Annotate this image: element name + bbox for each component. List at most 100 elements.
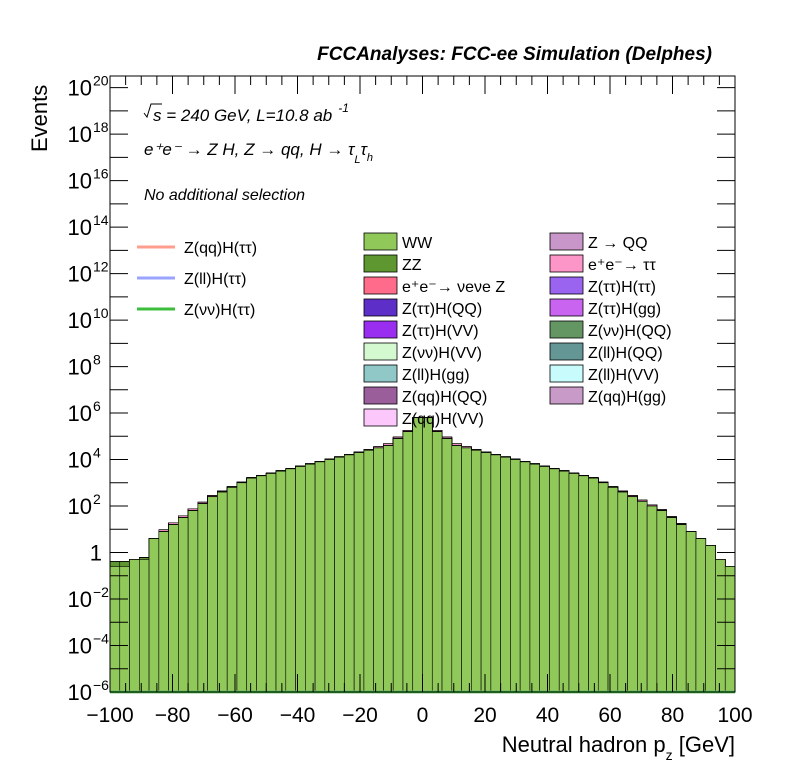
y-tick-label-11: 10 bbox=[68, 634, 92, 659]
x-tick-label-0: −100 bbox=[86, 704, 133, 727]
bar-0-58 bbox=[676, 524, 687, 693]
bar-0-1 bbox=[119, 566, 130, 693]
bar-0-12 bbox=[226, 487, 238, 693]
annotation-energy: s = 240 GeV, L=10.8 ab -1 bbox=[143, 101, 349, 125]
legend-background-col1: WW ZZ e⁺e⁻→ νeνe Z Z(ττ)H(QQ) Z(ττ)H(VV) Z(νν… bbox=[363, 232, 505, 428]
y-tick-exp-12: −6 bbox=[93, 677, 109, 693]
y-tick-exp-11: −4 bbox=[93, 631, 109, 647]
bar-0-8 bbox=[187, 510, 199, 693]
bar-0-18 bbox=[285, 468, 296, 693]
legend-line-label-1: Z(ll)H(ττ) bbox=[184, 271, 246, 288]
legend-line-label-0: Z(qq)H(ττ) bbox=[184, 240, 257, 257]
y-tick-exp-10: 2 bbox=[93, 491, 101, 507]
legend-swatch-c2-0 bbox=[549, 232, 584, 251]
legend-swatch-c1-0 bbox=[363, 232, 398, 251]
legend-swatch-c1-5 bbox=[363, 342, 398, 361]
bar-0-35 bbox=[451, 445, 462, 693]
bar-0-46 bbox=[558, 470, 570, 693]
x-tick-label-4: −20 bbox=[342, 704, 378, 727]
bar-0-59 bbox=[685, 531, 697, 693]
y-tick-label-0: 10 bbox=[68, 76, 92, 101]
bar-0-9 bbox=[197, 503, 208, 693]
bar-0-61 bbox=[705, 545, 716, 693]
legend-label-c1-1: ZZ bbox=[402, 257, 422, 274]
bar-0-63 bbox=[724, 566, 736, 693]
bar-0-39 bbox=[490, 454, 501, 693]
bar-0-53 bbox=[627, 496, 638, 693]
x-axis-ticks: −100 −80 −60 −40 −20 0 20 40 60 80 100 bbox=[86, 76, 753, 727]
x-tick-label-10: 100 bbox=[717, 704, 752, 727]
bar-0-62 bbox=[715, 559, 726, 693]
bar-0-27 bbox=[373, 447, 384, 693]
bar-0-32 bbox=[422, 417, 433, 693]
legend-label-c2-6: Z(ll)H(VV) bbox=[588, 367, 659, 384]
legend-label-c1-7: Z(qq)H(QQ) bbox=[402, 389, 487, 406]
bar-0-3 bbox=[139, 559, 150, 693]
legend-label-c2-3: Z(ττ)H(gg) bbox=[588, 301, 661, 318]
annotation-selection: No additional selection bbox=[144, 187, 305, 204]
y-tick-exp-8: 4 bbox=[93, 445, 101, 461]
bar-0-28 bbox=[383, 445, 394, 693]
legend-label-c2-0: Z → QQ bbox=[588, 235, 648, 252]
x-tick-label-7: 40 bbox=[536, 704, 559, 727]
bar-0-2 bbox=[129, 559, 140, 693]
chart-title: FCCAnalyses: FCC-ee Simulation (Delphes) bbox=[317, 44, 712, 65]
bar-0-16 bbox=[265, 473, 277, 693]
bar-0-33 bbox=[431, 431, 443, 693]
x-tick-label-1: −80 bbox=[155, 704, 191, 727]
x-tick-label-8: 60 bbox=[598, 704, 621, 727]
bar-0-24 bbox=[344, 454, 355, 693]
y-tick-exp-5: 10 bbox=[93, 305, 109, 321]
bar-0-11 bbox=[217, 491, 228, 693]
bar-0-25 bbox=[353, 452, 365, 693]
legend-swatch-c1-1 bbox=[363, 254, 398, 273]
bar-0-4 bbox=[148, 538, 160, 693]
bar-0-7 bbox=[178, 517, 189, 693]
bar-0-60 bbox=[695, 538, 707, 693]
bar-0-47 bbox=[568, 473, 580, 693]
y-tick-label-m2: 10 bbox=[68, 587, 92, 612]
stacked-bars bbox=[109, 417, 736, 693]
legend-swatch-c1-6 bbox=[363, 364, 398, 383]
bar-0-36 bbox=[461, 447, 472, 693]
legend-label-c2-5: Z(ll)H(QQ) bbox=[588, 345, 663, 362]
bar-0-50 bbox=[597, 482, 609, 693]
legend-swatch-c1-7 bbox=[363, 386, 398, 405]
bar-0-37 bbox=[471, 449, 482, 693]
bar-0-0 bbox=[109, 566, 121, 693]
svg-text:s = 240 GeV, L=10.8 ab-1: s = 240 GeV, L=10.8 ab -1 bbox=[153, 101, 349, 125]
y-axis-label: Events bbox=[27, 85, 52, 152]
bar-0-26 bbox=[363, 449, 374, 693]
bar-0-6 bbox=[168, 524, 179, 693]
bar-0-56 bbox=[656, 510, 667, 693]
legend-swatch-c1-2 bbox=[363, 276, 398, 295]
x-tick-label-9: 80 bbox=[661, 704, 684, 727]
bar-0-5 bbox=[158, 531, 169, 693]
bar-0-45 bbox=[549, 468, 560, 693]
legend-label-c1-0: WW bbox=[402, 235, 433, 252]
legend-swatch-c2-4 bbox=[549, 320, 584, 339]
legend-label-c2-7: Z(qq)H(gg) bbox=[588, 389, 666, 406]
legend-label-c1-8: Z(qq)H(VV) bbox=[402, 411, 484, 428]
bar-0-10 bbox=[207, 496, 218, 693]
legend-swatch-c2-5 bbox=[549, 342, 584, 361]
y-tick-exp-2: 16 bbox=[93, 166, 109, 182]
legend-swatch-c1-3 bbox=[363, 298, 398, 317]
legend-label-c2-2: Z(ττ)H(ττ) bbox=[588, 279, 656, 296]
y-tick-exp-3: 14 bbox=[93, 212, 109, 228]
y-tick-label-2: 10 bbox=[68, 169, 92, 194]
y-tick-label-5: 10 bbox=[68, 308, 92, 333]
y-tick-label-7: 10 bbox=[68, 401, 92, 426]
legend-swatch-c2-3 bbox=[549, 298, 584, 317]
bar-0-15 bbox=[256, 475, 267, 693]
bar-0-57 bbox=[666, 517, 677, 693]
bar-0-17 bbox=[275, 470, 287, 693]
legend-label-c1-2: e⁺e⁻→ νeνe Z bbox=[402, 279, 505, 296]
bar-0-29 bbox=[392, 438, 404, 693]
y-tick-label-10: 10 bbox=[68, 494, 92, 519]
legend-swatch-c2-1 bbox=[549, 254, 584, 273]
y-tick-label-12: 10 bbox=[68, 680, 92, 705]
bar-0-21 bbox=[314, 461, 326, 693]
